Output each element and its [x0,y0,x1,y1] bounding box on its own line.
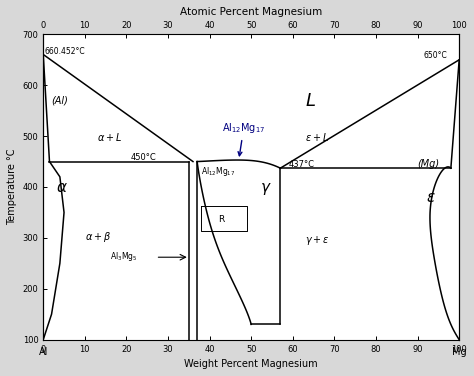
Text: $\mathrm{Al_{12}Mg_{17}}$: $\mathrm{Al_{12}Mg_{17}}$ [222,121,265,156]
Text: 437°C: 437°C [289,160,315,169]
X-axis label: Atomic Percent Magnesium: Atomic Percent Magnesium [180,7,322,17]
Text: (Mg): (Mg) [418,159,440,169]
Text: Al: Al [38,347,48,357]
Text: $\gamma$: $\gamma$ [260,181,271,197]
Text: 450°C: 450°C [130,153,156,162]
Text: Mg: Mg [452,347,466,357]
Text: R: R [218,215,224,224]
Text: $\mathrm{Al_{12}Mg_{17}}$: $\mathrm{Al_{12}Mg_{17}}$ [201,165,236,178]
Text: $\mathrm{Al_3Mg_5}$: $\mathrm{Al_3Mg_5}$ [110,250,137,263]
Text: (Al): (Al) [52,95,68,105]
Text: $\alpha+\beta$: $\alpha+\beta$ [85,230,111,244]
Text: $\gamma+\varepsilon$: $\gamma+\varepsilon$ [305,234,330,247]
Text: $\alpha$: $\alpha$ [56,180,68,195]
Text: L: L [305,92,315,109]
Text: 660.452°C: 660.452°C [45,47,85,56]
Text: $\alpha+L$: $\alpha+L$ [97,131,123,143]
X-axis label: Weight Percent Magnesium: Weight Percent Magnesium [184,359,318,369]
Text: $\varepsilon+L$: $\varepsilon+L$ [305,131,329,143]
Y-axis label: Temperature °C: Temperature °C [7,149,17,225]
Text: 650°C: 650°C [424,51,447,60]
Text: $\varepsilon$: $\varepsilon$ [426,190,436,205]
